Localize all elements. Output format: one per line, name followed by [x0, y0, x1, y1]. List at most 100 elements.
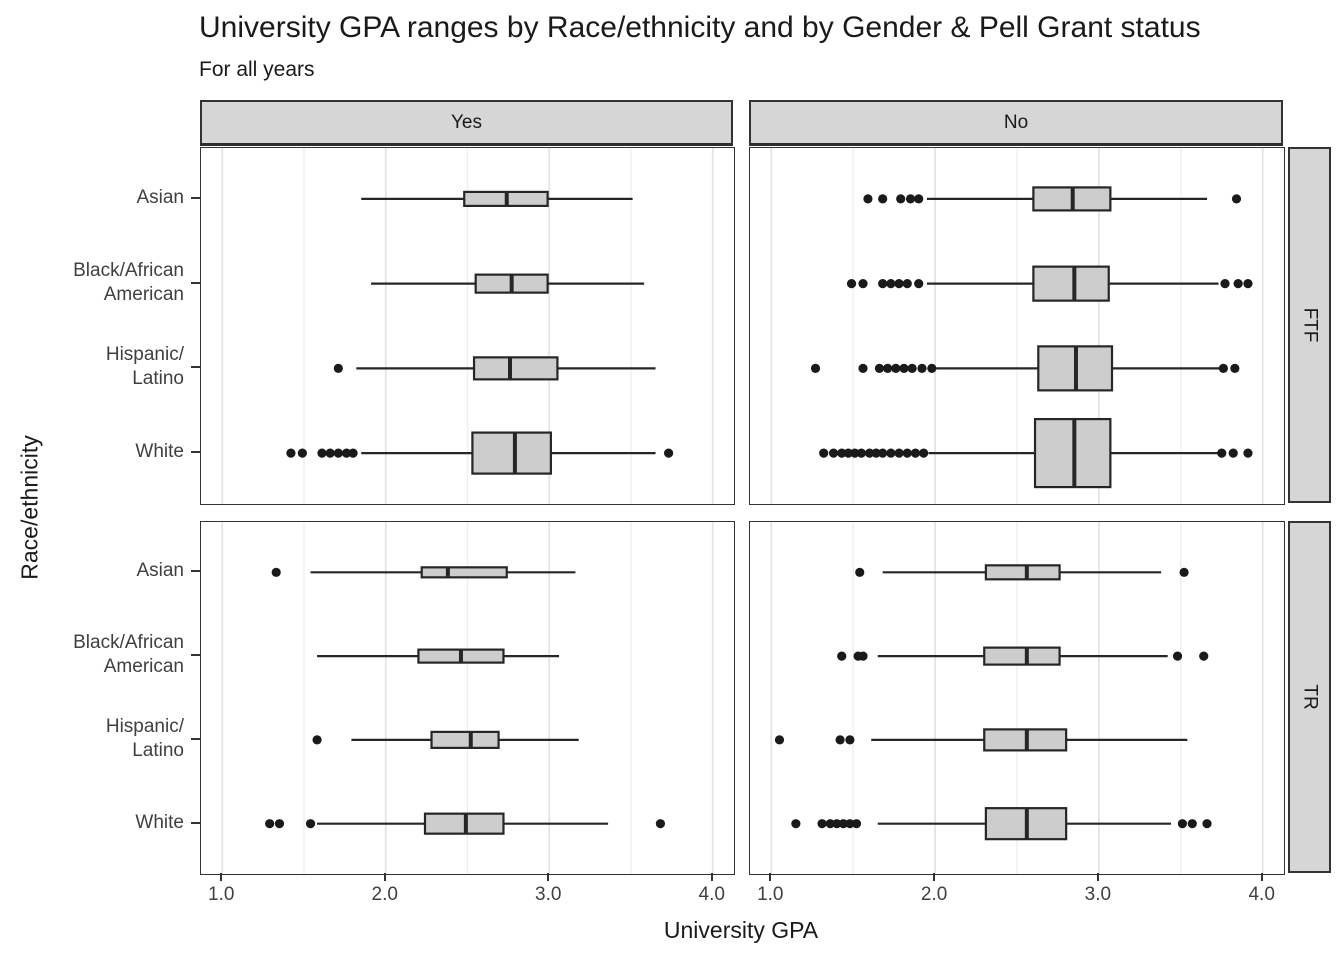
x-tick-mark [1096, 873, 1099, 881]
outlier-point [837, 651, 847, 661]
outlier-point [1243, 448, 1253, 458]
outlier-point [341, 448, 352, 458]
outlier-point [1231, 194, 1242, 204]
outlier-point [878, 448, 888, 458]
panel-no-ftf [749, 147, 1285, 505]
outlier-point [871, 448, 881, 458]
outlier-point [858, 279, 868, 289]
outlier-point [837, 448, 847, 458]
x-tick-mark [1260, 873, 1263, 881]
outlier-point [348, 448, 358, 458]
y-category-label-line: Latino [132, 368, 184, 390]
outlier-point [655, 819, 666, 829]
outlier-point [819, 448, 829, 458]
outlier-point [317, 448, 327, 458]
outlier-point [325, 448, 335, 458]
col-facet-strip-yes: Yes [200, 100, 733, 146]
outlier-point [1179, 567, 1189, 577]
outlier-point [896, 194, 906, 204]
outlier-point [1228, 448, 1238, 458]
panel-yes-ftf [200, 147, 735, 505]
y-category-label-line: American [103, 283, 184, 305]
y-category-label-line: Asian [136, 186, 184, 208]
outlier-point [1218, 363, 1228, 373]
y-tick-mark [191, 196, 200, 199]
outlier-point [333, 363, 343, 373]
outlier-point [907, 363, 917, 373]
y-category-label: Hispanic/Latino [32, 343, 184, 391]
panel-no-tr [749, 521, 1285, 875]
outlier-point [843, 448, 853, 458]
outlier-point [878, 279, 888, 289]
outlier-point [858, 651, 868, 661]
outlier-point [1220, 279, 1230, 289]
y-tick-mark [191, 821, 200, 824]
outlier-point [905, 194, 916, 204]
x-tick-label: 2.0 [371, 884, 398, 905]
outlier-point [891, 363, 901, 373]
outlier-point [864, 448, 875, 458]
outlier-point [333, 448, 343, 458]
row-facet-strip-tr-label: TR [1299, 684, 1321, 710]
x-tick-label: 3.0 [1084, 884, 1112, 905]
outlier-point [917, 363, 927, 373]
boxplot-box [420, 566, 508, 579]
outlier-point [832, 819, 842, 829]
outlier-point [664, 448, 674, 458]
y-category-label: Black/African American [32, 259, 184, 307]
outlier-point [902, 448, 912, 458]
outlier-point [878, 194, 888, 204]
boxplot-box [430, 730, 500, 749]
outlier-point [265, 819, 275, 829]
y-tick-mark [191, 451, 200, 454]
outlier-point [886, 279, 896, 289]
outlier-point [874, 363, 885, 373]
outlier-point [835, 735, 845, 745]
y-category-label: Asian [32, 559, 184, 583]
y-category-label-line: Asian [136, 560, 184, 582]
x-tick-label: 1.0 [208, 884, 235, 905]
panel-yes-tr [200, 521, 735, 875]
outlier-point [914, 194, 924, 204]
y-category-label: White [32, 811, 184, 835]
outlier-point [297, 448, 307, 458]
y-category-label: Asian [32, 186, 184, 210]
col-facet-strip-no-label: No [1003, 111, 1029, 133]
y-axis-title: Race/ethnicity [16, 435, 43, 580]
outlier-point [305, 819, 316, 829]
x-tick-mark [547, 873, 550, 881]
chart-subtitle: For all years [199, 58, 315, 81]
outlier-point [846, 279, 857, 289]
outlier-point [817, 819, 827, 829]
col-facet-strip-no: No [749, 100, 1283, 146]
outlier-point [856, 448, 866, 458]
boxplot-box [1032, 265, 1110, 302]
outlier-point [863, 194, 873, 204]
x-tick-mark [710, 873, 713, 881]
y-category-label: Black/African American [32, 631, 184, 679]
outlier-point [825, 819, 835, 829]
boxplot-box [984, 564, 1061, 581]
outlier-point [894, 279, 904, 289]
outlier-point [1199, 651, 1209, 661]
y-tick-mark [191, 570, 200, 573]
y-tick-mark [191, 737, 200, 740]
outlier-point [845, 819, 855, 829]
outlier-point [774, 735, 785, 745]
x-tick-mark [383, 873, 386, 881]
outlier-point [1187, 819, 1197, 829]
outlier-point [927, 363, 937, 373]
outlier-point [312, 735, 322, 745]
y-tick-mark [191, 366, 200, 369]
y-category-label-line: Black/African [73, 259, 184, 281]
x-tick-mark [769, 873, 772, 881]
outlier-point [286, 448, 296, 458]
outlier-point [1172, 651, 1183, 661]
x-axis-title: University GPA [663, 917, 819, 943]
y-category-label-line: Latino [132, 739, 184, 761]
y-category-label-line: Black/African [73, 632, 184, 654]
outlier-point [1243, 279, 1253, 289]
y-category-label: Hispanic/Latino [32, 715, 184, 763]
y-category-label: White [32, 440, 184, 464]
y-tick-mark [191, 654, 200, 657]
